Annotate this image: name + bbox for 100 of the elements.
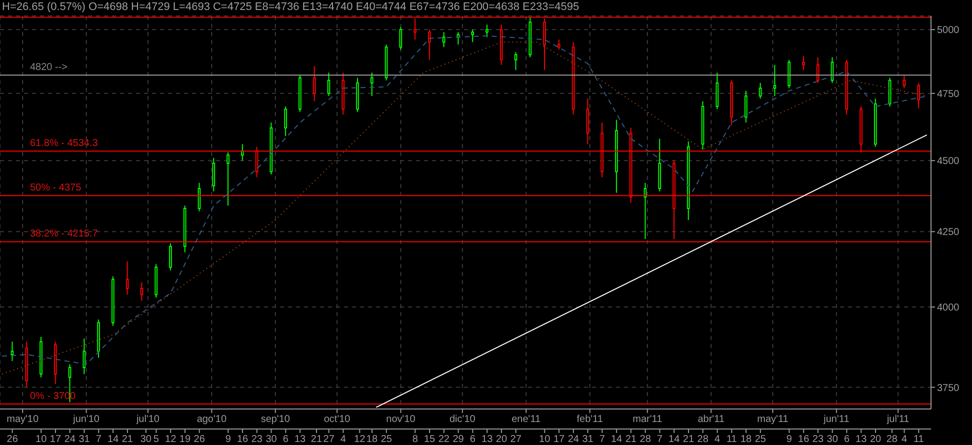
y-tick-label: 5000 [937,25,960,36]
x-tick-label: 26 [194,434,206,445]
annotation: 61.8% - 4534.3 [30,138,98,150]
candlestick [773,64,776,96]
candlestick [10,341,14,362]
x-tick-label: 9 [225,434,232,445]
x-tick-label: 7 [599,434,606,445]
candlestick [758,82,762,100]
candlestick [226,152,230,206]
x-tick-label: 13 [482,434,494,445]
x-tick-label: 28 [886,434,898,445]
candlestick [428,29,431,60]
candlestick [284,106,287,136]
x-tick-label: 31 [582,434,594,445]
y-tick-label: 4000 [937,302,960,314]
candlestick [744,90,748,123]
candlestick [471,29,474,43]
x-tick-label: 10 [539,434,551,445]
x-tick-label: 16 [236,434,249,445]
x2-tick-label: ene'11 [512,414,542,426]
x-tick-label: 10 [36,434,48,445]
candlestick [442,32,446,48]
x-tick-label: 8 [412,434,418,445]
x-tick-label: 14 [610,434,623,445]
x-tick-label: 4 [902,434,908,445]
x-tick-label: 17 [50,434,62,445]
candlestick [514,52,518,71]
x-tick-label: 11 [913,434,924,445]
candlestick [212,157,216,192]
candlestick [716,72,719,110]
x-tick-label: 13 [856,434,868,445]
ref-line-label: 4820 --> [30,62,68,74]
candlestick [788,59,791,89]
candlestick [399,26,402,50]
x-tick-label: 7 [656,434,663,445]
x-tick-label: 12 [354,434,366,445]
y-tick-label: 4500 [937,156,960,168]
x-tick-label: 24 [568,434,580,445]
x-tick-label: 14 [668,434,680,445]
x-tick-label: 4 [340,434,346,445]
x-tick-label: 31 [78,434,90,445]
candlestick [917,82,920,109]
x-tick-label: 6 [844,434,850,445]
x-tick-label: 30 [140,434,152,445]
x-tick-label: 19 [179,434,191,445]
x-tick-label: 6 [470,434,476,445]
candlestick [486,24,488,38]
x-tick-label: 20 [496,434,508,445]
candlestick [82,338,86,375]
x2-tick-label: nov'10 [386,414,416,426]
x-tick-label: 29 [452,434,464,445]
y-tick-label: 4250 [937,227,960,238]
candlestick [816,56,820,84]
x-tick-label: 30 [826,434,838,445]
candlestick [327,72,330,96]
x2-tick-label: mar'11 [632,414,663,426]
x2-tick-label: abr'11 [698,414,725,426]
x-tick-label: 25 [380,434,392,445]
candlestick [557,39,560,50]
x-tick-label: 14 [107,434,120,445]
annotation: 50% - 4375 [30,182,82,194]
x2-tick-label: jul'10 [135,414,160,426]
x-tick-label: 4 [714,434,720,445]
y-tick-label: 4750 [937,88,960,100]
candlestick [140,282,144,302]
x-tick-label: 22 [438,434,450,445]
x-tick-label: 26 [6,434,18,445]
x-tick-label: 15 [424,434,436,445]
candlestick [169,242,172,271]
x2-tick-label: may'10 [6,414,39,426]
x-tick-label: 20 [870,434,882,445]
x-tick-label: 11 [726,434,738,445]
x2-tick-label: sep'10 [260,414,290,426]
candlestick [802,55,805,71]
x-tick-label: 21 [682,434,694,445]
x2-tick-label: jun'11 [822,414,850,426]
x-tick-label: 16 [798,434,810,445]
candlestick [370,72,374,96]
x-tick-label: 27 [510,434,522,445]
x-tick-label: 23 [251,434,263,445]
candlestick [312,66,316,102]
x2-tick-label: ago'10 [196,414,227,426]
x-tick-label: 28 [640,434,652,445]
x-tick-label: 9 [786,434,792,445]
x-tick-label: 21 [625,434,637,445]
x-tick-label: 27 [323,434,335,445]
x-tick-label: 13 [294,434,306,445]
x-tick-label: 23 [812,434,824,445]
x2-tick-label: feb'11 [576,414,604,426]
x-tick-label: 18 [740,434,752,445]
candlestick [902,74,906,89]
x-tick-label: 6 [282,434,289,445]
y-tick-label: 3750 [937,382,960,394]
x-tick-label: 28 [697,434,709,445]
x-tick-label: 24 [64,434,76,445]
x2-tick-label: jun'10 [72,414,100,426]
x-tick-label: 21 [310,434,322,445]
x2-tick-label: oct'10 [324,414,351,426]
x2-tick-label: may'11 [757,414,789,426]
annotation: 38.2% - 4215.7 [30,228,98,240]
